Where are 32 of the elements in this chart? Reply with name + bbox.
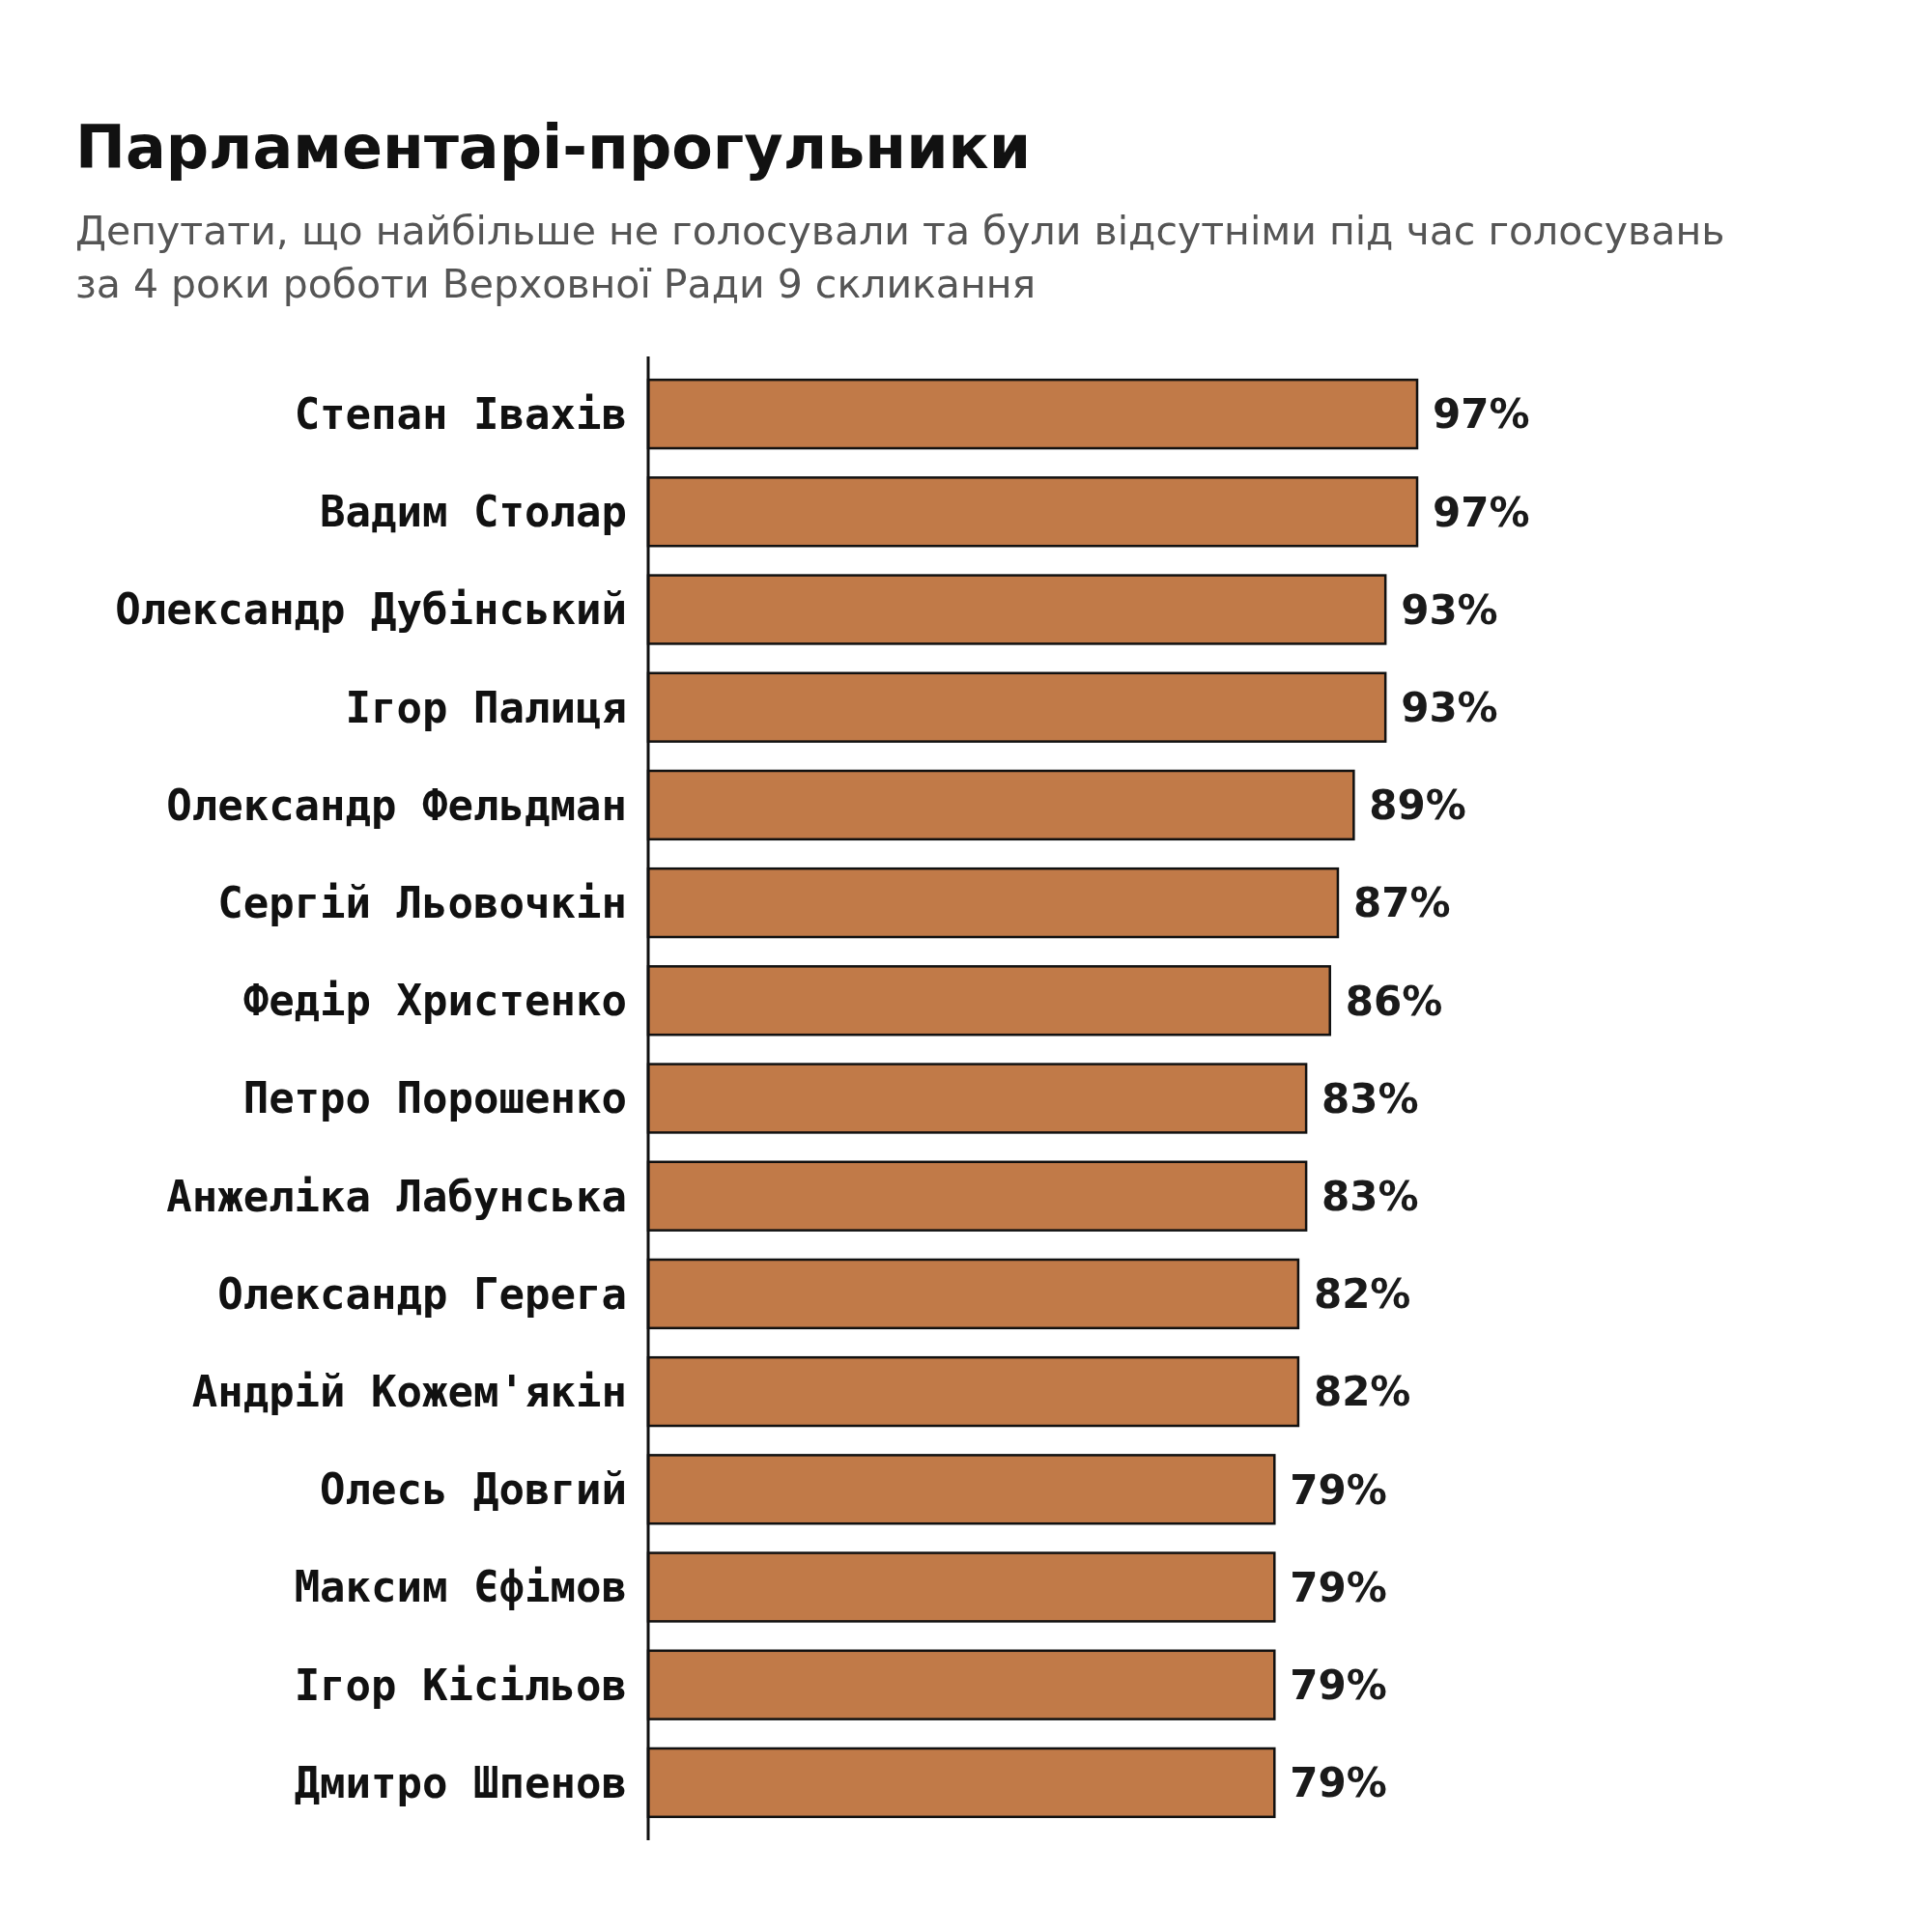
data-label: 97% <box>1433 488 1530 536</box>
data-label: 82% <box>1313 1270 1411 1319</box>
chart-subtitle: Депутати, що найбільше не голосували та були відсутніми під час голосувань за 4 роки роботи Верховної Ради 9 скликання <box>75 208 1725 307</box>
data-label: 79% <box>1290 1465 1387 1514</box>
y-tick-label: Сергій Льовочкін <box>217 878 627 927</box>
data-label: 83% <box>1321 1074 1419 1122</box>
y-tick-label: Ігор Кісільов <box>294 1660 627 1710</box>
y-tick-label: Олесь Довгий <box>320 1464 627 1515</box>
y-tick-label: Степан Івахів <box>294 389 627 439</box>
data-label: 86% <box>1345 977 1443 1025</box>
data-label: 97% <box>1433 390 1530 439</box>
y-tick-label: Олександр Герега <box>217 1268 627 1319</box>
y-tick-label: Максим Єфімов <box>294 1562 627 1612</box>
y-tick-label: Петро Порошенко <box>242 1073 627 1123</box>
data-label: 79% <box>1290 1661 1387 1709</box>
y-tick-label: Ігор Палиця <box>345 682 627 732</box>
data-label: 79% <box>1290 1563 1387 1611</box>
data-label: 87% <box>1352 879 1451 927</box>
y-tick-label: Федір Христенко <box>242 976 627 1026</box>
y-tick-label: Андрій Кожем'якін <box>191 1367 627 1416</box>
y-tick-label: Олександр Фельдман <box>166 780 627 830</box>
data-label: 89% <box>1369 781 1466 830</box>
data-label: 82% <box>1313 1368 1411 1416</box>
data-label: 79% <box>1290 1759 1387 1807</box>
data-label: 83% <box>1321 1172 1419 1220</box>
y-tick-label: Анжеліка Лабунська <box>166 1171 627 1221</box>
y-tick-label: Дмитро Шпенов <box>294 1757 627 1807</box>
y-tick-label: Олександр Дубінський <box>115 584 627 635</box>
y-tick-label: Вадим Столар <box>320 487 627 537</box>
data-label: 93% <box>1401 585 1498 634</box>
chart-title: Парламентарі-прогульники <box>75 112 1032 183</box>
data-label: 93% <box>1401 683 1498 731</box>
